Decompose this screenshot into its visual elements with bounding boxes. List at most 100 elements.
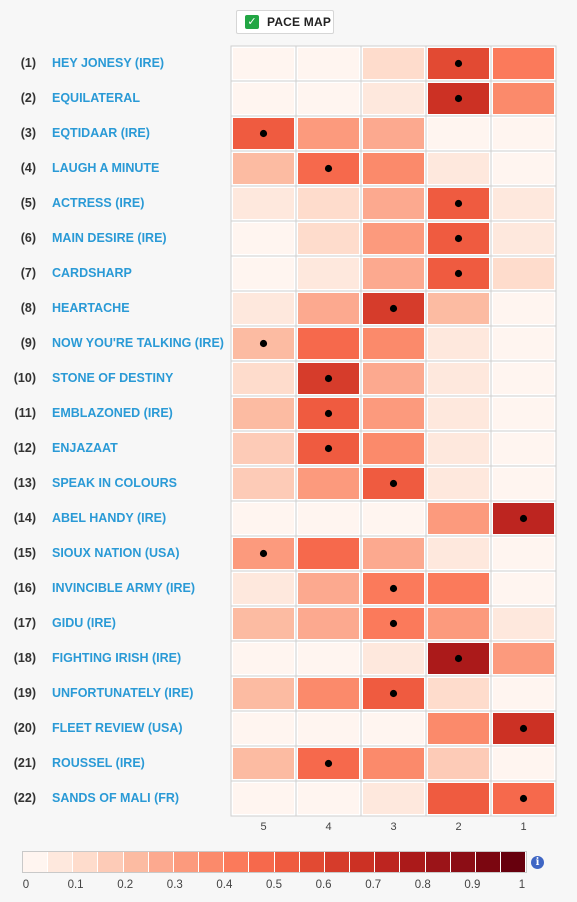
heatmap-cell [233, 398, 294, 429]
runner-number: (13) [13, 476, 36, 490]
heatmap-cell [363, 538, 424, 569]
heatmap-cell [428, 118, 489, 149]
runner-number: (17) [13, 616, 36, 630]
runner-name-link[interactable]: SANDS OF MALI (FR) [52, 791, 180, 805]
runner-name-link[interactable]: SIOUX NATION (USA) [52, 546, 180, 560]
runner-row: (10) STONE OF DESTINY [0, 361, 230, 396]
runner-row: (14) ABEL HANDY (IRE) [0, 501, 230, 536]
position-dot [259, 339, 268, 348]
pace-map-toggle[interactable]: ✓ PACE MAP [236, 10, 334, 34]
color-scale-swatch [274, 852, 300, 872]
column-label: 4 [325, 821, 332, 833]
color-scale-swatch [199, 852, 225, 872]
runner-name-link[interactable]: UNFORTUNATELY (IRE) [52, 686, 194, 700]
heatmap-cell [428, 468, 489, 499]
heatmap-cell [298, 188, 359, 219]
runner-number: (1) [20, 56, 36, 70]
position-dot [454, 269, 463, 278]
scale-tick-label: 0.4 [216, 879, 233, 891]
column-label: 3 [390, 821, 397, 833]
heatmap-cell [428, 538, 489, 569]
heatmap-cell [428, 433, 489, 464]
runner-row: (1) HEY JONESY (IRE) [0, 46, 230, 81]
heatmap-cell [493, 118, 554, 149]
color-scale-swatch [400, 852, 426, 872]
color-scale-swatch [324, 852, 351, 872]
heatmap-cell [298, 678, 359, 709]
heatmap-cell [233, 643, 294, 674]
heatmap-cell [298, 538, 359, 569]
heatmap-cell [363, 153, 424, 184]
heatmap-cell [428, 293, 489, 324]
runner-row: (2) EQUILATERAL [0, 81, 230, 116]
heatmap-cell [298, 783, 359, 814]
scale-tick-label: 0.5 [266, 879, 282, 891]
scale-tick-label: 0.6 [315, 879, 332, 891]
runner-name-link[interactable]: FLEET REVIEW (USA) [52, 721, 183, 735]
runner-row: (22) SANDS OF MALI (FR) [0, 781, 230, 816]
runner-name-link[interactable]: LAUGH A MINUTE [52, 161, 160, 175]
heatmap-cell [233, 783, 294, 814]
runner-name-link[interactable]: GIDU (IRE) [52, 616, 116, 630]
runner-name-link[interactable]: INVINCIBLE ARMY (IRE) [52, 581, 196, 595]
runner-name-link[interactable]: FIGHTING IRISH (IRE) [52, 651, 182, 665]
runner-name-link[interactable]: ROUSSEL (IRE) [52, 756, 145, 770]
runner-row: (18) FIGHTING IRISH (IRE) [0, 641, 230, 676]
heatmap-cell [363, 713, 424, 744]
heatmap-cell [493, 468, 554, 499]
heatmap-cell [233, 188, 294, 219]
runner-name-link[interactable]: HEARTACHE [52, 301, 130, 315]
runner-number: (16) [13, 581, 36, 595]
heatmap-cell [298, 293, 359, 324]
runner-row: (5) ACTRESS (IRE) [0, 186, 230, 221]
info-icon[interactable]: i [531, 856, 544, 869]
runner-number: (12) [13, 441, 36, 455]
color-scale-swatch [48, 852, 74, 872]
column-label: 2 [455, 821, 462, 833]
color-scale-swatch [73, 852, 99, 872]
runner-number: (10) [13, 371, 36, 385]
color-scale-swatch [299, 852, 325, 872]
heatmap-cell [428, 678, 489, 709]
heatmap-cell [493, 258, 554, 289]
position-dot [259, 549, 268, 558]
runner-name-link[interactable]: EMBLAZONED (IRE) [52, 406, 173, 420]
heatmap-cell [428, 503, 489, 534]
runner-name-link[interactable]: CARDSHARP [52, 266, 132, 280]
heatmap-cell [298, 118, 359, 149]
heatmap-cell [233, 258, 294, 289]
runner-name-link[interactable]: NOW YOU'RE TALKING (IRE) [52, 336, 224, 350]
runner-name-link[interactable]: HEY JONESY (IRE) [52, 56, 165, 70]
heatmap-cell [493, 293, 554, 324]
runner-name-link[interactable]: STONE OF DESTINY [52, 371, 174, 385]
scale-tick-label: 0.1 [67, 879, 84, 891]
heatmap-cell [298, 608, 359, 639]
checkbox-checked-icon[interactable]: ✓ [245, 15, 259, 29]
runner-row: (16) INVINCIBLE ARMY (IRE) [0, 571, 230, 606]
color-scale-swatch [23, 852, 49, 872]
runner-name-link[interactable]: EQUILATERAL [52, 91, 140, 105]
runner-row: (4) LAUGH A MINUTE [0, 151, 230, 186]
scale-tick-label: 0.8 [414, 879, 431, 891]
runner-name-link[interactable]: SPEAK IN COLOURS [52, 476, 178, 490]
runner-name-link[interactable]: EQTIDAAR (IRE) [52, 126, 150, 140]
runner-name-link[interactable]: MAIN DESIRE (IRE) [52, 231, 167, 245]
runner-number: (7) [20, 266, 36, 280]
runner-number: (9) [20, 336, 36, 350]
heatmap-cell [233, 433, 294, 464]
heatmap-cell [298, 83, 359, 114]
position-dot [324, 759, 333, 768]
heatmap-cell [298, 503, 359, 534]
heatmap-cell [363, 748, 424, 779]
runner-name-link[interactable]: ENJAZAAT [52, 441, 118, 455]
runner-name-link[interactable]: ABEL HANDY (IRE) [52, 511, 167, 525]
heatmap-cell [493, 83, 554, 114]
heatmap-cell [493, 223, 554, 254]
runner-name-link[interactable]: ACTRESS (IRE) [52, 196, 145, 210]
heatmap-cell [493, 678, 554, 709]
color-scale-swatch [375, 852, 401, 872]
scale-tick-label: 0 [22, 879, 30, 891]
heatmap-cell [233, 748, 294, 779]
position-dot [389, 479, 398, 488]
column-label: 5 [260, 821, 267, 833]
